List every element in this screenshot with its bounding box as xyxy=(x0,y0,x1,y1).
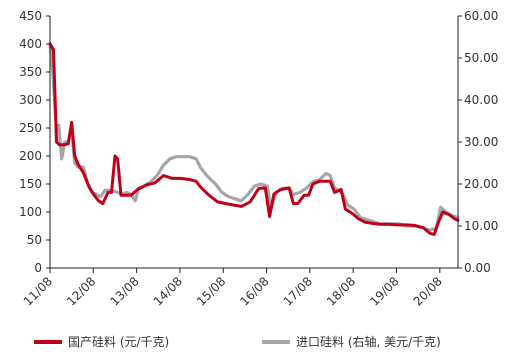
right-tick-label: 30.00 xyxy=(464,135,498,149)
left-tick-label: 0 xyxy=(34,261,42,275)
right-tick-label: 60.00 xyxy=(464,9,498,23)
right-tick-label: 40.00 xyxy=(464,93,498,107)
right-tick-label: 20.00 xyxy=(464,177,498,191)
left-tick-label: 50 xyxy=(27,233,42,247)
x-tick-label: 18/08 xyxy=(324,274,358,308)
x-tick-label: 13/08 xyxy=(107,274,141,308)
x-axis-ticks: 11/08 12/08 13/08 14/08 15/08 16/08 17/08 18/08… xyxy=(21,268,445,309)
x-tick-label: 16/08 xyxy=(237,274,271,308)
legend-label-imported: 进口硅料 (右轴, 美元/千克) xyxy=(296,334,441,349)
x-tick-label: 20/08 xyxy=(411,274,445,308)
left-tick-label: 200 xyxy=(19,149,42,163)
x-tick-label: 11/08 xyxy=(21,274,55,308)
left-tick-label: 300 xyxy=(19,93,42,107)
right-axis-ticks: 0.00 10.00 20.00 30.00 40.00 50.00 60.00 xyxy=(458,9,498,275)
x-tick-label: 15/08 xyxy=(194,274,228,308)
left-tick-label: 350 xyxy=(19,65,42,79)
x-tick-label: 14/08 xyxy=(151,274,185,308)
x-tick-label: 17/08 xyxy=(281,274,315,308)
left-tick-label: 450 xyxy=(19,9,42,23)
left-axis-ticks: 0 50 100 150 200 250 300 350 400 450 xyxy=(19,9,50,275)
left-tick-label: 400 xyxy=(19,37,42,51)
legend-label-domestic: 国产硅料 (元/千克) xyxy=(68,335,169,349)
series-line-domestic-polysilicon xyxy=(48,42,460,236)
left-tick-label: 250 xyxy=(19,121,42,135)
legend: 国产硅料 (元/千克) 进口硅料 (右轴, 美元/千克) xyxy=(34,334,441,349)
left-tick-label: 150 xyxy=(19,177,42,191)
series-layer xyxy=(48,41,460,236)
right-tick-label: 50.00 xyxy=(464,51,498,65)
series-line-imported-polysilicon xyxy=(48,41,460,232)
x-tick-label: 19/08 xyxy=(367,274,401,308)
right-tick-label: 0.00 xyxy=(464,261,491,275)
left-tick-label: 100 xyxy=(19,205,42,219)
right-tick-label: 10.00 xyxy=(464,219,498,233)
x-tick-label: 12/08 xyxy=(64,274,98,308)
